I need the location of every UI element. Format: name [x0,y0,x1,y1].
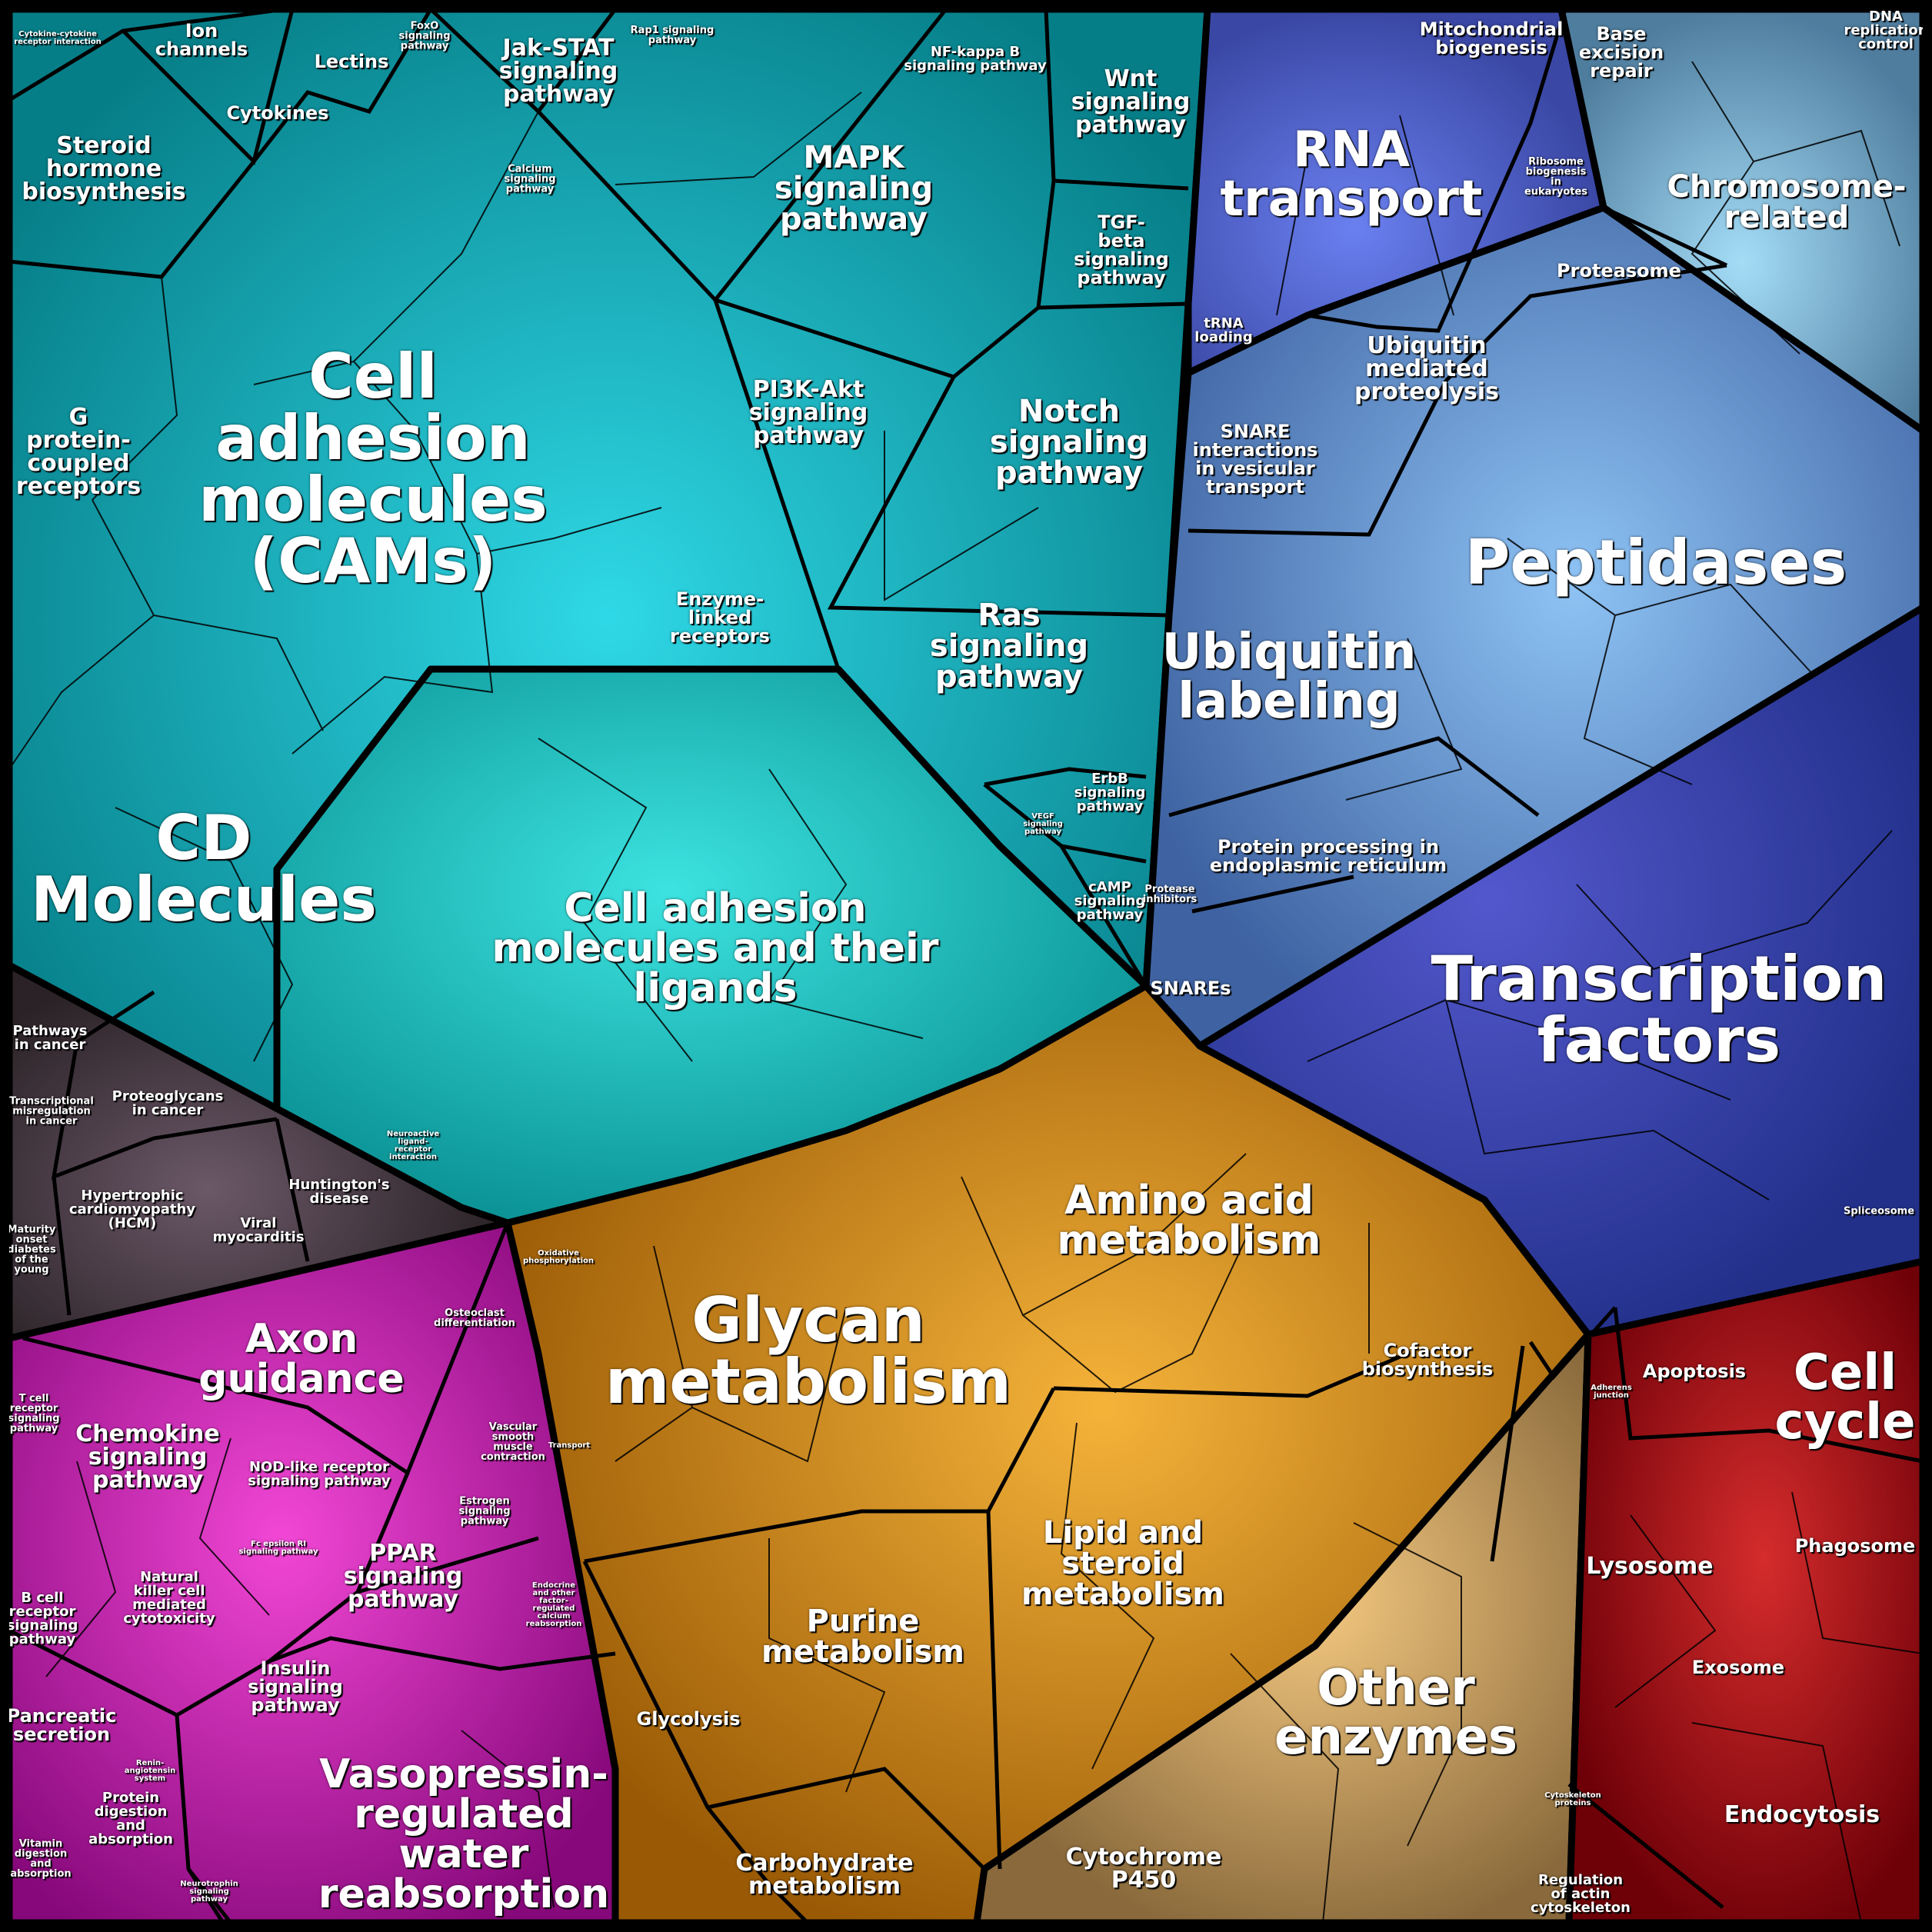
cell-label-cofactor-biosynthesis: Cofactor biosynthesis [1361,1340,1494,1380]
cell-label-camp-signaling-pathway: cAMP signaling pathway [1074,879,1146,923]
cell-label-apoptosis: Apoptosis [1642,1361,1747,1382]
cell-label-trna-loading: tRNA loading [1194,315,1253,345]
cell-label-b-cell-receptor-signaling-pathway: B cell receptor signaling pathway [6,1590,78,1647]
cell-label-vitamin-digestion-and-absorption: Vitamin digestion and absorption [10,1838,72,1880]
cell-label-protease-inhibitors: Protease inhibitors [1142,884,1198,905]
cell-label-chromosome-related: Chromosome- related [1667,169,1907,235]
cell-label-glycolysis: Glycolysis [636,1708,741,1730]
cell-label-nf-kappa-b-signaling-pathway: NF-kappa B signaling pathway [904,44,1047,74]
cell-label-amino-acid-metabolism: Amino acid metabolism [1057,1178,1321,1264]
cell-label-neuroactive-ligand-receptor-interaction: Neuroactive ligand- receptor interaction [386,1130,440,1161]
cell-label-natural-killer-cell-mediated-cytotoxicity: Natural killer cell mediated cytotoxicit… [123,1569,215,1627]
cell-label-rap1-signaling-pathway: Rap1 signaling pathway [630,25,715,46]
cell-label-cytokine-cytokine-receptor-interaction: Cytokine-cytokine receptor interaction [14,30,102,46]
cell-label-glycan-metabolism: Glycan metabolism [605,1284,1011,1417]
cell-label-mitochondrial-biogenesis: Mitochondrial biogenesis [1419,18,1564,58]
voronoi-cells [8,61,1924,1924]
cell-label-snares: SNAREs [1150,978,1231,999]
cell-label-chemokine-signaling-pathway: Chemokine signaling pathway [75,1421,220,1494]
cell-label-osteoclast-differentiation: Osteoclast differentiation [434,1307,515,1329]
cell-label-cell-adhesion-molecules-and-their-ligands: Cell adhesion molecules and their ligand… [491,885,939,1011]
cell-label-cell-adhesion-molecules-cams: Cell adhesion molecules (CAMs) [198,341,548,597]
cell-label-vascular-smooth-muscle-contraction: Vascular smooth muscle contraction [481,1421,545,1463]
cell-label-phagosome: Phagosome [1794,1535,1916,1557]
cell-label-snare-interactions-in-vesicular-transport: SNARE interactions in vesicular transpor… [1192,421,1318,498]
cell-label-purine-metabolism: Purine metabolism [761,1604,964,1670]
cell-label-ppar-signaling-pathway: PPAR signaling pathway [343,1540,463,1613]
cell-label-erbb-signaling-pathway: ErbB signaling pathway [1074,771,1146,814]
cell-label-dna-replication-control: DNA replication control [1844,8,1928,52]
cell-label-lysosome: Lysosome [1586,1553,1714,1580]
cell-label-renin-angiotensin-system: Renin- angiotensin system [124,1759,176,1783]
cell-label-cytochrome-p450: Cytochrome P450 [1065,1844,1222,1894]
cell-label-estrogen-signaling-pathway: Estrogen signaling pathway [458,1495,511,1527]
cell-label-ubiquitin-mediated-proteolysis: Ubiquitin mediated proteolysis [1354,332,1500,405]
cell-label-carbohydrate-metabolism: Carbohydrate metabolism [735,1850,914,1900]
cell-label-regulation-of-actin-cytoskeleton: Regulation of actin cytoskeleton [1531,1872,1631,1916]
cell-label-nod-like-receptor-signaling-pathway: NOD-like receptor signaling pathway [248,1459,391,1489]
cell-label-cytokines: Cytokines [226,102,329,124]
cell-label-fc-epsilon-ri-signaling-pathway: Fc epsilon RI signaling pathway [238,1540,318,1556]
cell-label-axon-guidance: Axon guidance [198,1316,405,1402]
cell-label-rna-transport: RNA transport [1220,122,1483,228]
cell-label-ras-signaling-pathway: Ras signaling pathway [929,598,1089,695]
cell-label-calcium-signaling-pathway: Calcium signaling pathway [504,163,556,195]
cell-label-ubiquitin-labeling: Ubiquitin labeling [1161,624,1417,730]
cell-label-other-enzymes: Other enzymes [1274,1660,1518,1766]
cell-label-ribosome-biogenesis-in-eukaryotes: Ribosome biogenesis in eukaryotes [1524,156,1588,198]
cell-label-spliceosome: Spliceosome [1843,1205,1915,1217]
cell-label-neurotrophin-signaling-pathway: Neurotrophin signaling pathway [180,1880,238,1904]
cell-label-vasopressin-regulated-water-reabsorption: Vasopressin- regulated water reabsorptio… [318,1751,610,1917]
cell-label-jak-stat-signaling-pathway: Jak-STAT signaling pathway [498,35,618,108]
cell-label-hypertrophic-cardiomyopathy-hcm: Hypertrophic cardiomyopathy (HCM) [68,1188,196,1231]
cell-label-maturity-onset-diabetes-of-the-young: Maturity onset diabetes of the young [7,1224,56,1276]
cell-label-notch-signaling-pathway: Notch signaling pathway [989,394,1149,491]
cell-label-proteoglycans-in-cancer: Proteoglycans in cancer [112,1088,224,1118]
cell-label-endocrine-and-other-factor-regulated-calcium-reabsorption: Endocrine and other factor- regulated ca… [525,1581,582,1628]
cell-label-g-protein-coupled-receptors: G protein- coupled receptors [15,404,142,500]
cell-label-t-cell-receptor-signaling-pathway: T cell receptor signaling pathway [8,1393,60,1434]
cell-label-cytoskeleton-proteins: Cytoskeleton proteins [1544,1791,1601,1807]
cell-label-oxidative-phosphorylation: Oxidative phosphorylation [522,1249,595,1265]
cell-label-proteasome: Proteasome [1557,260,1681,281]
cell-label-vegf-signaling-pathway: VEGF signaling pathway [1023,812,1063,836]
cell-label-ion-channels: Ion channels [155,20,248,60]
cell-label-transcriptional-misregulation-in-cancer: Transcriptional misregulation in cancer [9,1095,94,1128]
cell-label-tgf-beta-signaling-pathway: TGF- beta signaling pathway [1074,212,1169,288]
cell-label-protein-digestion-and-absorption: Protein digestion and absorption [88,1790,173,1847]
cell-label-transport: Transport [548,1441,591,1450]
cell-label-cd-molecules: CD Molecules [31,802,377,935]
cell-label-enzyme-linked-receptors: Enzyme- linked receptors [670,588,770,647]
cell-label-lipid-and-steroid-metabolism: Lipid and steroid metabolism [1021,1515,1224,1612]
cell-label-pathways-in-cancer: Pathways in cancer [12,1023,88,1053]
cell-label-mapk-signaling-pathway: MAPK signaling pathway [774,140,934,237]
cell-label-transcription-factors: Transcription factors [1431,943,1887,1076]
cell-label-protein-processing-in-endoplasmic-reticulum: Protein processing in endoplasmic reticu… [1209,836,1447,876]
cell-label-base-excision-repair: Base excision repair [1578,23,1664,82]
cell-label-exosome: Exosome [1691,1657,1785,1678]
cell-label-foxo-signaling-pathway: FoxO signaling pathway [398,20,451,52]
cell-label-pi3k-akt-signaling-pathway: PI3K-Akt signaling pathway [748,376,868,449]
cell-label-lectins: Lectins [314,51,389,72]
cell-label-viral-myocarditis: Viral myocarditis [212,1215,305,1245]
cell-label-peptidases: Peptidases [1464,527,1847,598]
cell-label-cell-cycle: Cell cycle [1774,1344,1916,1451]
cell-label-huntington-s-disease: Huntington's disease [288,1177,390,1207]
cell-label-wnt-signaling-pathway: Wnt signaling pathway [1071,65,1191,138]
cell-label-steroid-hormone-biosynthesis: Steroid hormone biosynthesis [22,132,186,205]
cell-label-pancreatic-secretion: Pancreatic secretion [6,1705,117,1745]
cell-label-adherens-junction: Adherens junction [1591,1384,1632,1400]
cell-label-endocytosis: Endocytosis [1724,1801,1880,1828]
cell-label-insulin-signaling-pathway: Insulin signaling pathway [248,1657,343,1716]
